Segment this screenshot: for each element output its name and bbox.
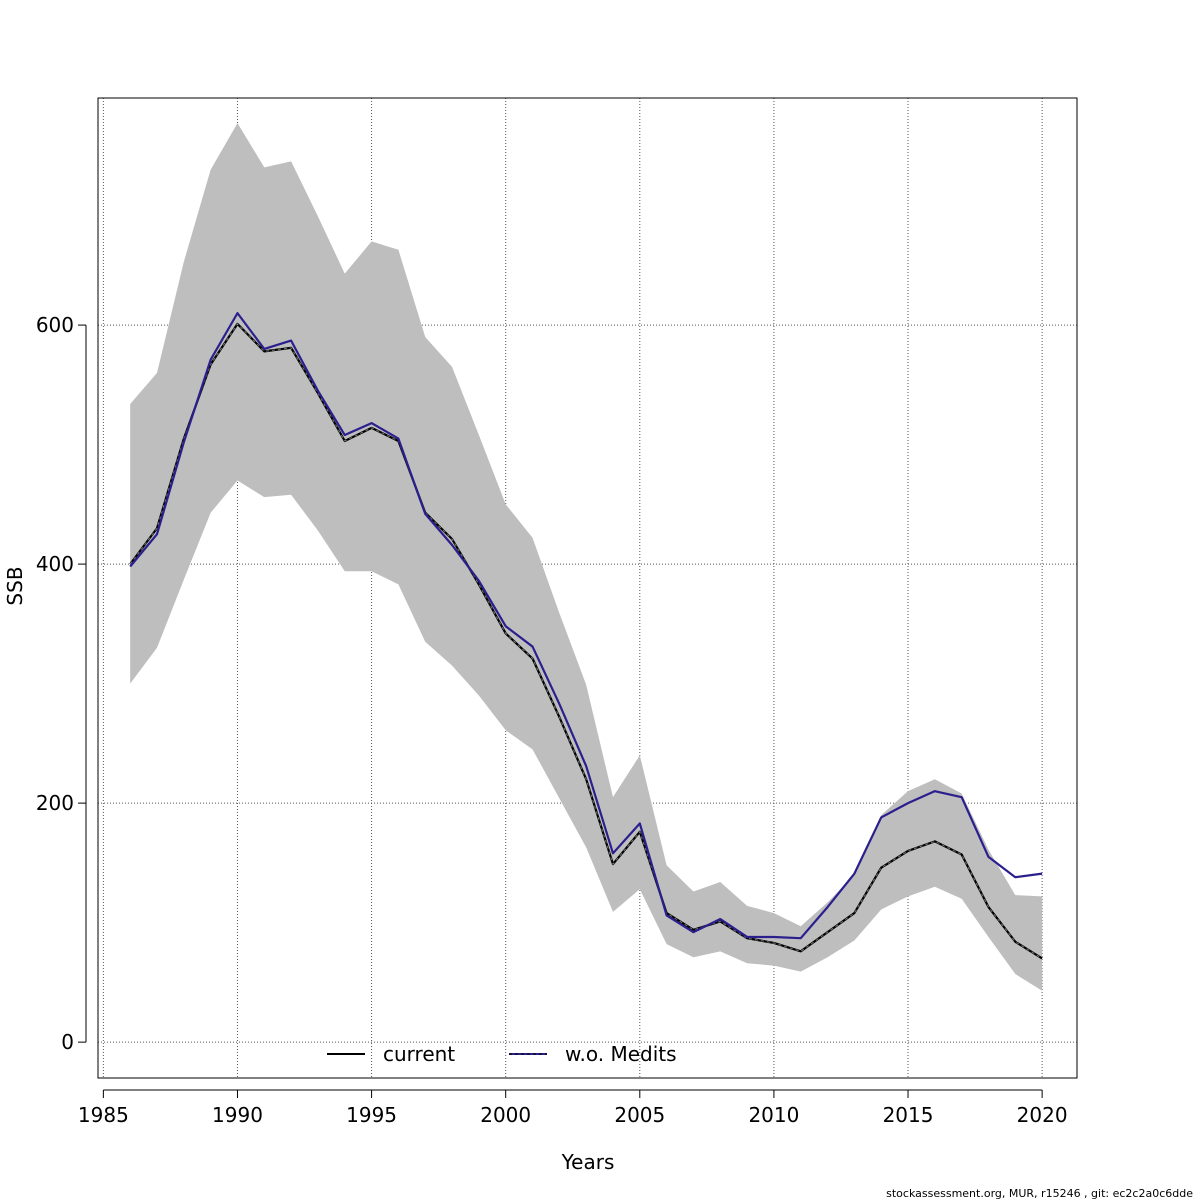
footer-credit: stockassessment.org, MUR, r15246 , git: … [886, 1187, 1193, 1200]
x-tick-label: 1995 [346, 1103, 397, 1127]
plot-frame [97, 97, 1078, 1079]
y-tick-label: 400 [36, 552, 74, 576]
confidence-band-area [130, 123, 1043, 991]
series-line-wo-medits [129, 312, 1043, 940]
x-tick-label: 2015 [883, 1103, 934, 1127]
y-axis: 0 200 400 600 [36, 313, 87, 1054]
x-tick-label: 1990 [212, 1103, 263, 1127]
x-tick-label: 2005 [614, 1103, 665, 1127]
x-axis: 1985 1990 1995 2000 2005 2010 2015 2020 [78, 1089, 1068, 1127]
x-tick-label: 1985 [78, 1103, 129, 1127]
x-tick-label: 2000 [480, 1103, 531, 1127]
series-lines [129, 312, 1043, 960]
confidence-band [130, 123, 1043, 991]
series-line-current-dash [129, 323, 1043, 959]
x-axis-title: Years [561, 1150, 615, 1174]
y-axis-title: SSB [3, 566, 27, 605]
y-tick-label: 0 [61, 1030, 74, 1054]
y-tick-label: 600 [36, 313, 74, 337]
legend-label-current: current [383, 1042, 455, 1066]
x-tick-label: 2020 [1017, 1103, 1068, 1127]
legend-label-wo-medits: w.o. Medits [565, 1042, 677, 1066]
legend: current w.o. Medits [327, 1042, 677, 1066]
x-tick-label: 2010 [748, 1103, 799, 1127]
y-tick-label: 200 [36, 791, 74, 815]
